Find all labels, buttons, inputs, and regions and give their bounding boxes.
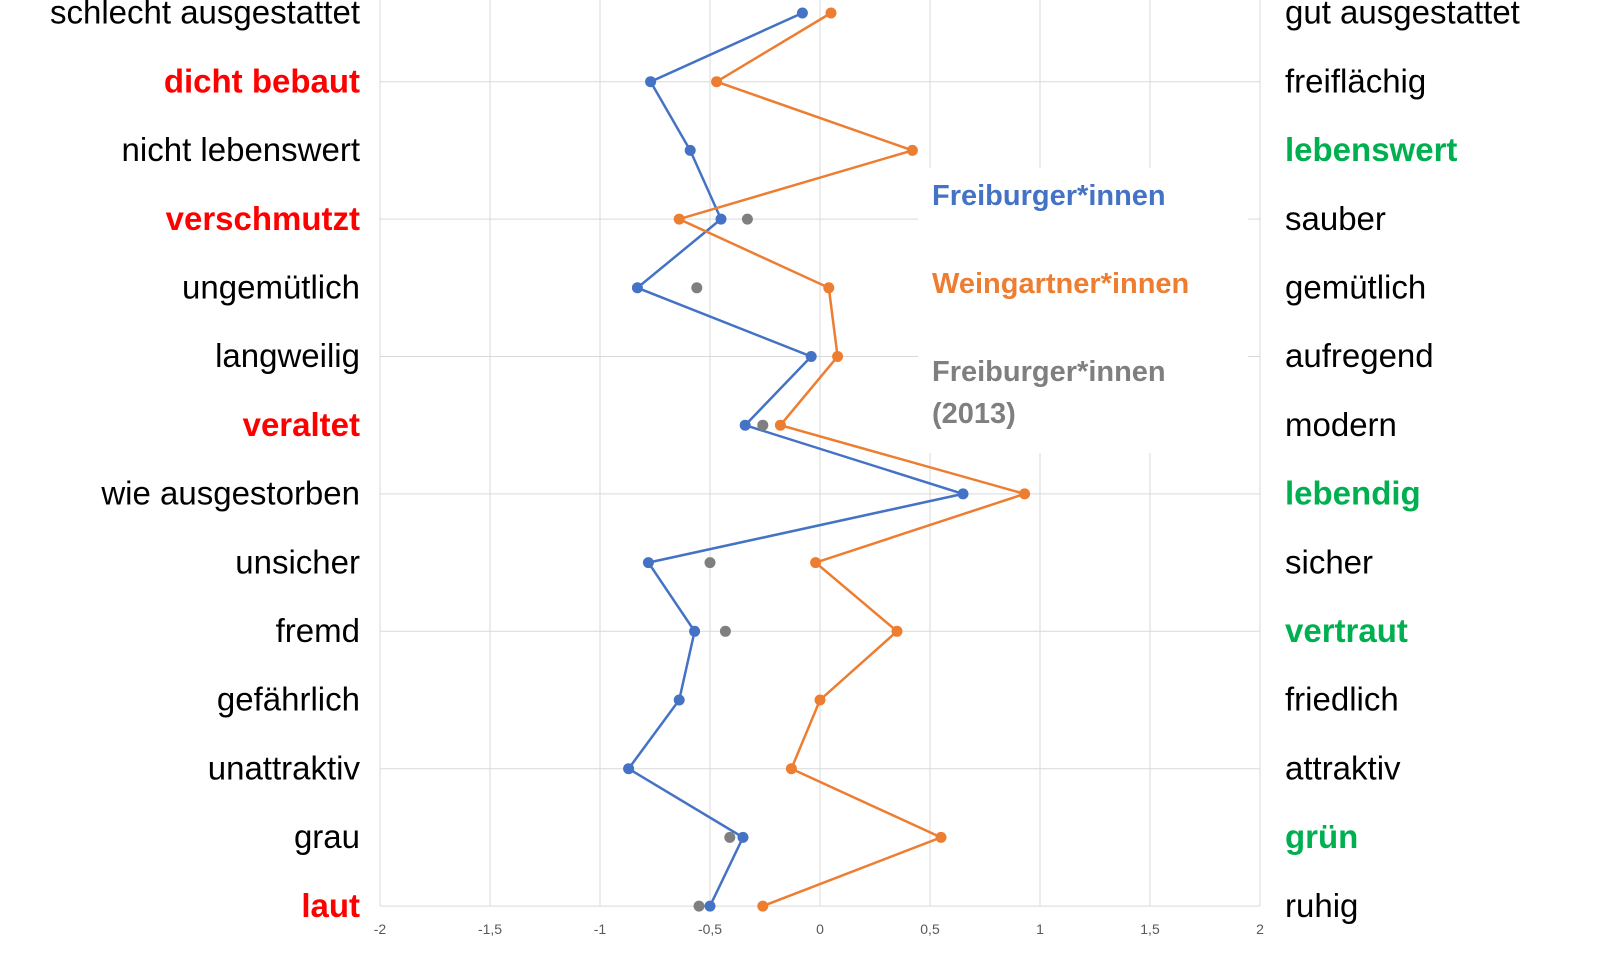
left-label: gefährlich <box>217 681 360 718</box>
point <box>642 557 654 569</box>
x-tick-label: -2 <box>374 921 387 937</box>
marks <box>623 7 1031 912</box>
left-label: laut <box>301 887 360 924</box>
point <box>704 900 716 912</box>
right-label: grün <box>1285 818 1358 855</box>
point <box>906 144 918 156</box>
point <box>757 419 769 431</box>
point <box>785 763 797 775</box>
right-label: ruhig <box>1285 887 1358 924</box>
legend-entry: Freiburger*innen <box>932 180 1166 212</box>
point <box>1019 488 1031 500</box>
left-label: schlecht ausgestattet <box>50 0 360 31</box>
point <box>704 557 716 569</box>
x-tick-label: -1 <box>594 921 607 937</box>
left-label: grau <box>294 818 360 855</box>
right-label: freiflächig <box>1285 62 1426 99</box>
point <box>810 557 822 569</box>
point <box>631 282 643 294</box>
point <box>691 282 703 294</box>
point <box>814 694 826 706</box>
point <box>673 213 685 225</box>
legend-background <box>918 168 1248 453</box>
point <box>715 213 727 225</box>
point <box>684 144 696 156</box>
point <box>739 419 751 431</box>
left-label: nicht lebenswert <box>122 131 360 168</box>
right-label: gemütlich <box>1285 269 1426 306</box>
point <box>623 763 635 775</box>
legend-entry: Freiburger*innen (2013) <box>932 356 1166 430</box>
point <box>673 694 685 706</box>
point <box>693 900 705 912</box>
left-label: fremd <box>276 612 360 649</box>
x-tick-label: 1 <box>1036 921 1044 937</box>
point <box>719 625 731 637</box>
x-tick-label: 0,5 <box>920 921 940 937</box>
right-label: lebendig <box>1285 475 1421 512</box>
point <box>957 488 969 500</box>
point <box>935 831 947 843</box>
point <box>645 76 657 88</box>
right-label: sauber <box>1285 200 1386 237</box>
series-line <box>626 11 968 907</box>
left-label: unsicher <box>235 543 360 580</box>
point <box>805 351 817 362</box>
point <box>832 351 844 362</box>
grid <box>379 0 1261 907</box>
right-label: sicher <box>1285 543 1373 580</box>
right-label: aufregend <box>1285 337 1434 374</box>
right-label: lebenswert <box>1285 131 1457 168</box>
left-label: ungemütlich <box>182 269 360 306</box>
x-tick-label: -1,5 <box>478 921 502 937</box>
left-label: verschmutzt <box>166 200 360 237</box>
left-label: wie ausgestorben <box>100 475 360 512</box>
x-tick-label: 0 <box>816 921 824 937</box>
right-label: vertraut <box>1285 612 1408 649</box>
point <box>689 625 701 637</box>
left-label: unattraktiv <box>208 749 361 786</box>
right-label: gut ausgestattet <box>1285 0 1520 31</box>
point <box>891 625 903 637</box>
right-label: modern <box>1285 406 1397 443</box>
point <box>741 213 753 225</box>
point <box>774 419 786 431</box>
point <box>796 7 808 19</box>
left-label: langweilig <box>215 337 360 374</box>
x-tick-label: -0,5 <box>698 921 722 937</box>
left-label: veraltet <box>243 406 360 443</box>
series-line <box>675 11 1029 908</box>
point <box>757 900 769 912</box>
point <box>711 76 723 88</box>
right-label: attraktiv <box>1285 749 1401 786</box>
point <box>737 831 749 843</box>
right-label: friedlich <box>1285 681 1399 718</box>
point <box>825 7 837 19</box>
x-tick-label: 1,5 <box>1140 921 1160 937</box>
x-tick-label: 2 <box>1256 921 1264 937</box>
point <box>823 282 835 294</box>
point <box>724 831 736 843</box>
left-label: dicht bebaut <box>164 62 360 99</box>
legend-entry: Weingartner*innen <box>932 268 1190 300</box>
